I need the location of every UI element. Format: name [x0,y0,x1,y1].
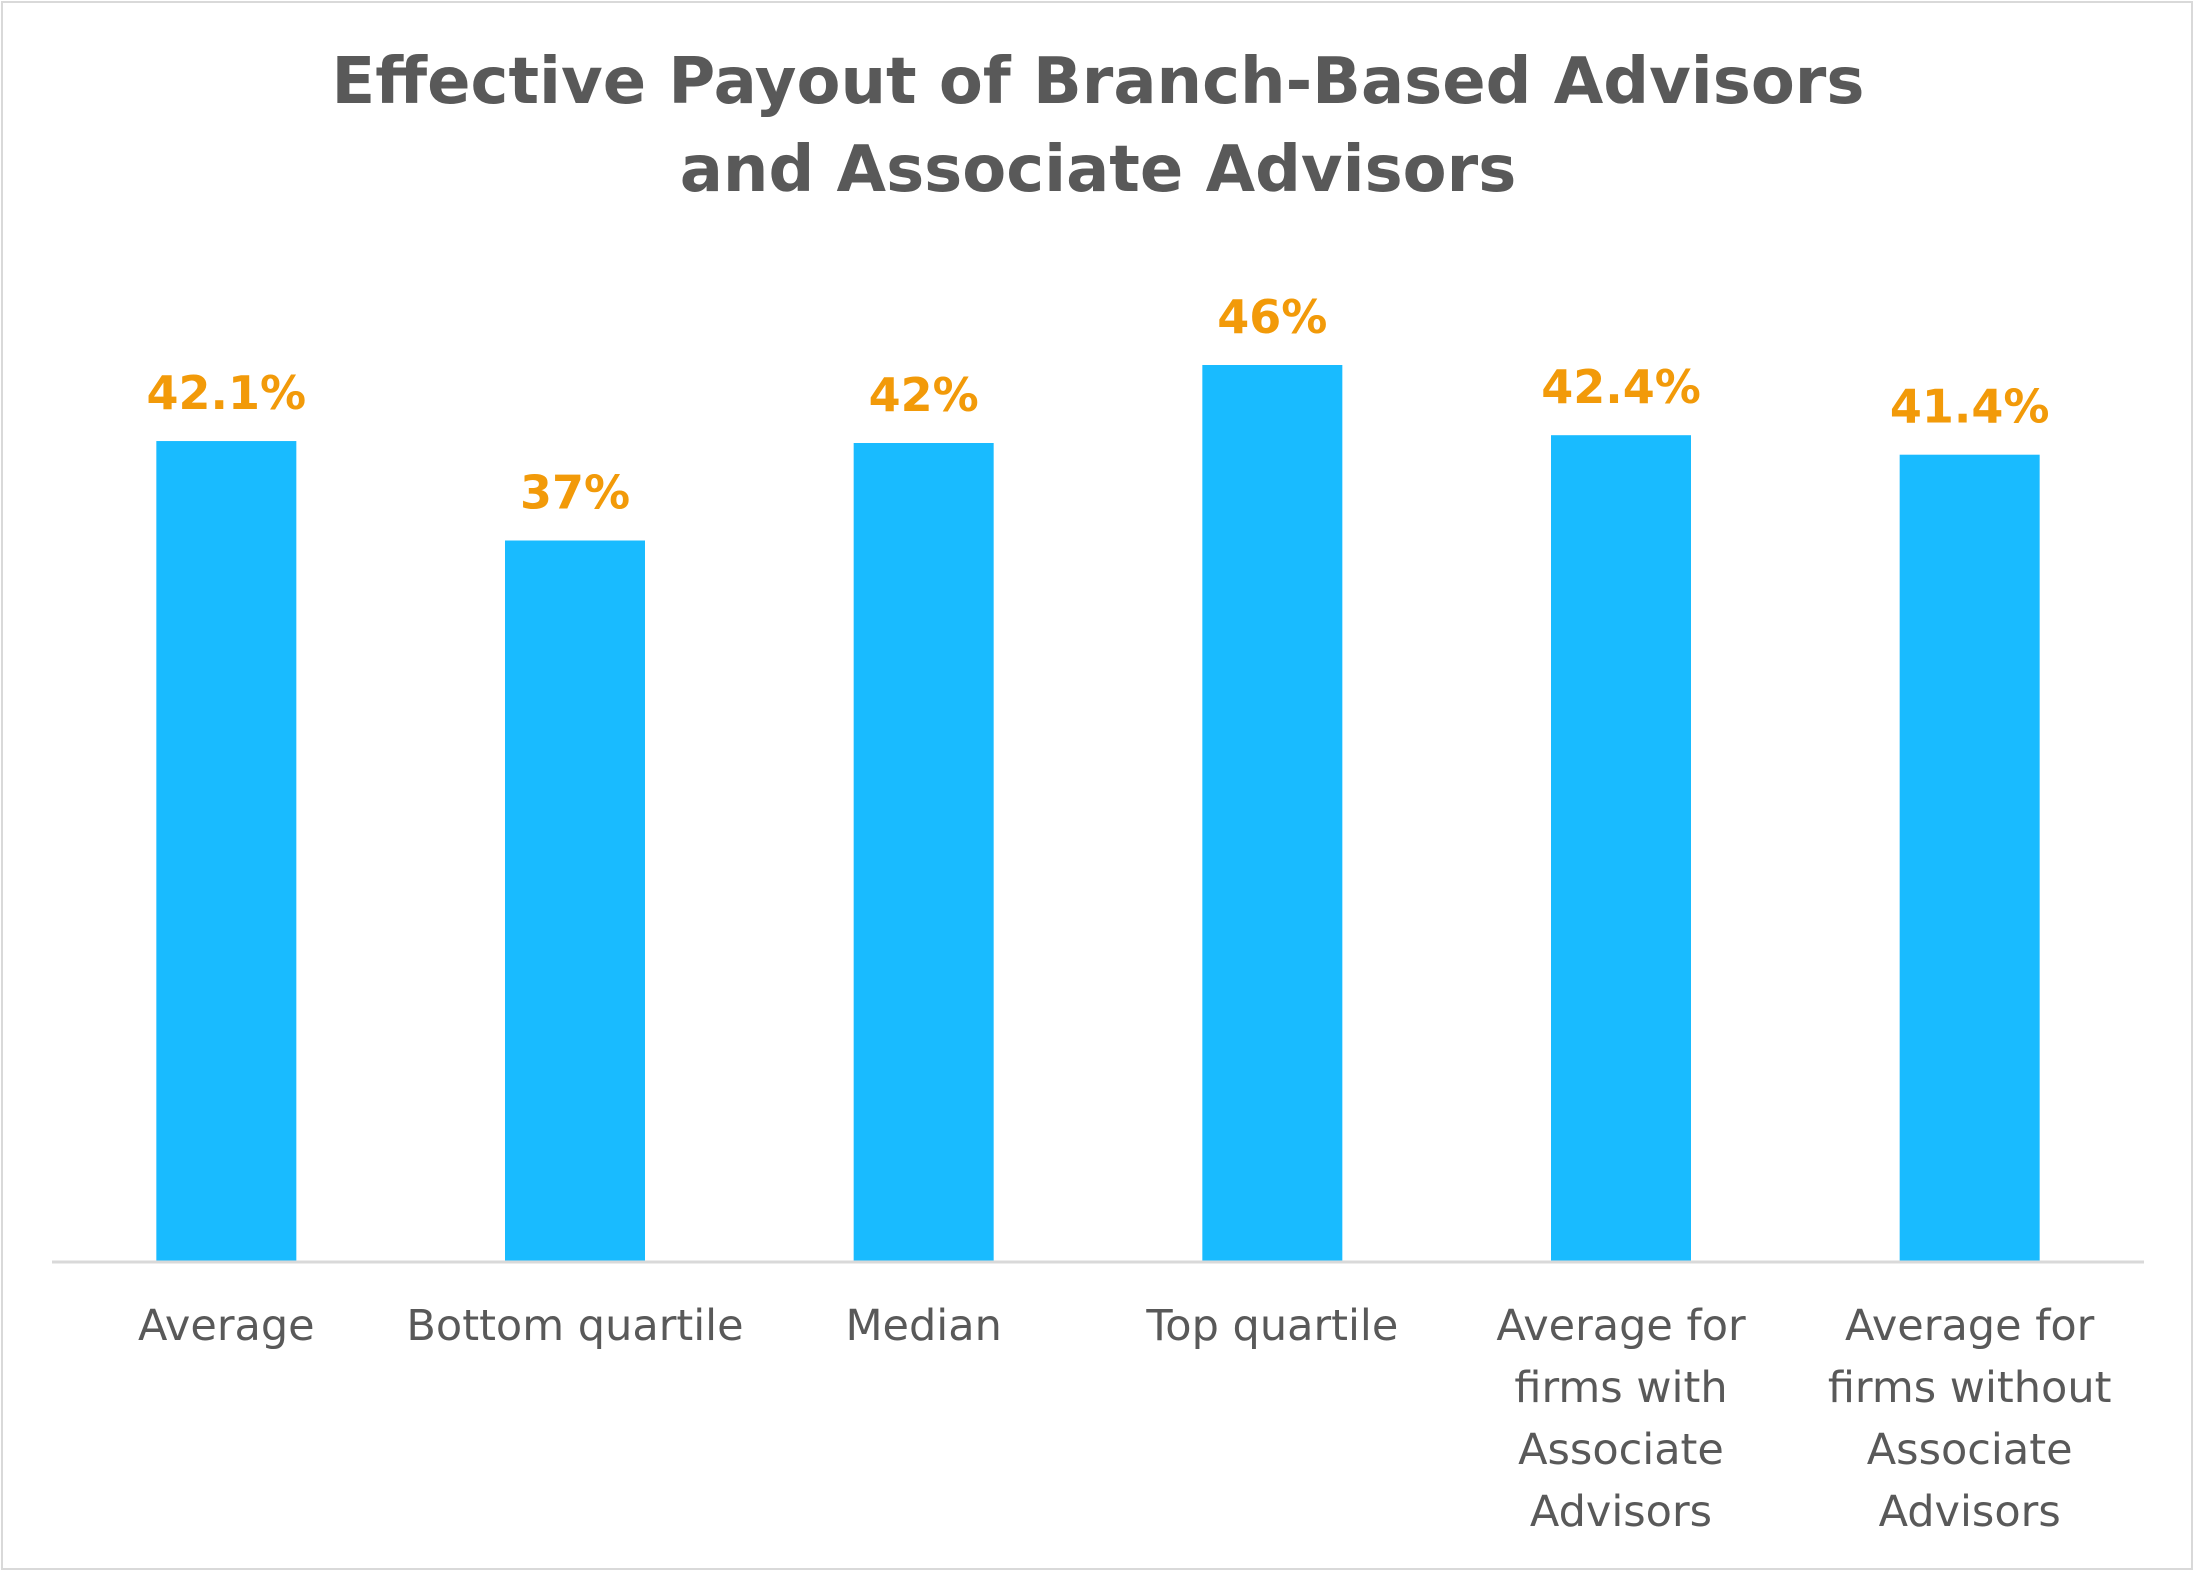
category-label-5-line-2: firms with [1514,1363,1727,1413]
bar-6 [1899,454,2040,1262]
category-label-6-line-2: firms without [1828,1363,2112,1413]
data-labels-layer: 42.1% 37% 42% 46% 42.4% 41.4% [147,290,2050,520]
category-label-1-line-1: Average [138,1301,315,1351]
data-label-3: 42% [869,368,979,422]
category-label-5-line-3: Associate [1518,1425,1724,1475]
category-label-4-line-1: Top quartile [1145,1301,1398,1351]
data-label-4: 46% [1217,290,1327,344]
bars-layer [156,365,2040,1262]
category-label-3-line-1: Median [845,1301,1001,1351]
bar-2 [505,540,645,1262]
chart-title-line-2: and Associate Advisors [679,133,1517,207]
chart-title-line-1: Effective Payout of Branch-Based Advisor… [331,45,1865,119]
data-label-1: 42.1% [147,366,307,420]
bar-4 [1202,365,1343,1262]
category-label-6-line-3: Associate [1867,1425,2073,1475]
category-label-3: Median [845,1301,1001,1351]
bar-3 [853,443,994,1262]
category-labels-layer: Average Bottom quartile Median Top quartile… [138,1301,2111,1537]
category-label-2-line-1: Bottom quartile [406,1301,743,1351]
category-label-4: Top quartile [1145,1301,1398,1351]
category-label-6-line-4: Advisors [1879,1487,2061,1537]
category-label-5-line-1: Average for [1496,1301,1746,1351]
category-label-5-line-4: Advisors [1530,1487,1712,1537]
category-label-6: Average for firms without Associate Advisor… [1828,1301,2112,1537]
category-label-1: Average [138,1301,315,1351]
bar-5 [1551,435,1691,1262]
chart-title: Effective Payout of Branch-Based Advisor… [0,38,2196,214]
category-label-2: Bottom quartile [406,1301,743,1351]
bar-1 [156,441,297,1262]
category-label-5: Average for firms with Associate Advisors [1496,1301,1746,1537]
data-label-6: 41.4% [1890,380,2050,434]
data-label-2: 37% [520,466,630,520]
data-label-5: 42.4% [1541,360,1701,414]
category-label-6-line-1: Average for [1845,1301,2095,1351]
